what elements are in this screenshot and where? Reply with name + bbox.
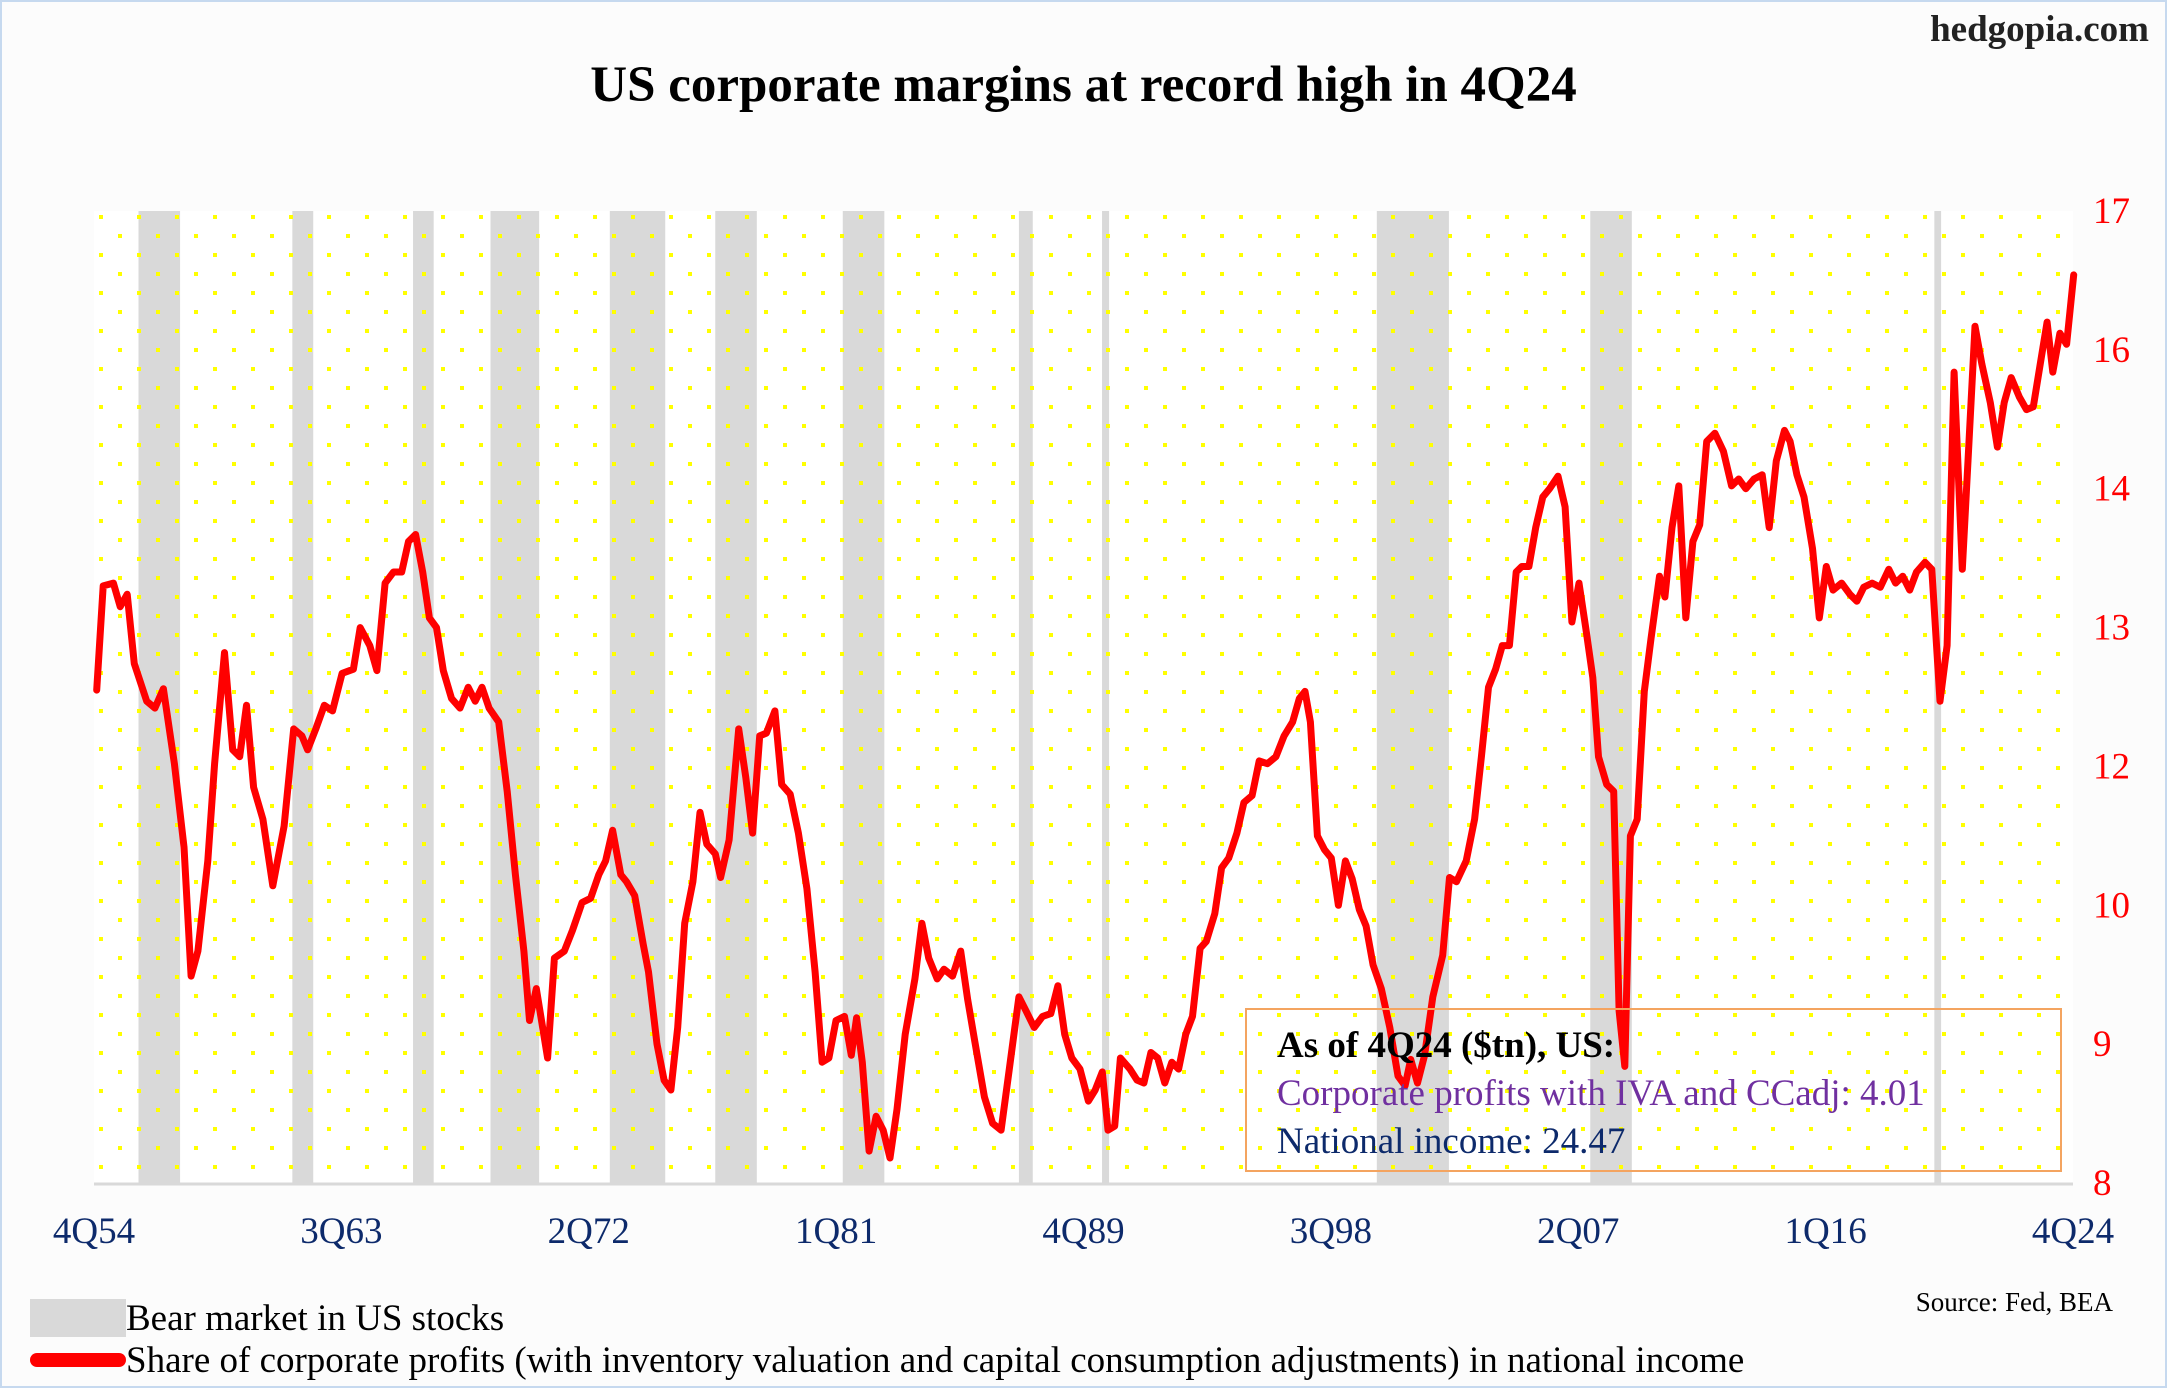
y-tick-label: 13	[2093, 608, 2130, 649]
x-tick-label: 3Q63	[300, 1211, 382, 1252]
source-note: Source: Fed, BEA	[1915, 1287, 2113, 1317]
legend-swatch-bear	[30, 1299, 126, 1337]
y-tick-label: 12	[2093, 746, 2130, 787]
x-tick-label: 1Q16	[1785, 1211, 1867, 1252]
y-tick-label: 17	[2093, 191, 2130, 232]
x-axis-ticks: 4Q54 3Q63 2Q72 1Q81 4Q89 3Q98 2Q07 1Q16 4Q24	[53, 1211, 2114, 1252]
site-watermark: hedgopia.com	[1930, 9, 2149, 50]
x-tick-label: 4Q24	[2032, 1211, 2114, 1252]
legend-label-line: Share of corporate profits (with invento…	[126, 1339, 1745, 1381]
y-tick-label: 14	[2093, 469, 2130, 510]
x-tick-label: 4Q89	[1042, 1211, 1124, 1252]
x-tick-label: 3Q98	[1290, 1211, 1372, 1252]
y-axis-ticks: 17 16 14 13 12 10 9 8	[2093, 191, 2130, 1204]
y-tick-label: 8	[2093, 1163, 2112, 1204]
series-line-corporate-profit-share	[93, 271, 2078, 1162]
annotation-box: As of 4Q24 ($tn), US: Corporate profits …	[1245, 1008, 2062, 1172]
chart-title: US corporate margins at record high in 4…	[590, 57, 1577, 113]
y-tick-label: 16	[2093, 330, 2130, 371]
legend-item-profit-share: Share of corporate profits (with invento…	[30, 1338, 1744, 1382]
x-tick-label: 1Q81	[795, 1211, 877, 1252]
x-tick-label: 2Q72	[548, 1211, 630, 1252]
y-tick-label: 10	[2093, 885, 2130, 926]
plot-dot-pattern	[94, 211, 2073, 1183]
annotation-national-income: National income: 24.47	[1277, 1121, 1626, 1162]
legend-label-bear: Bear market in US stocks	[126, 1297, 505, 1339]
x-tick-label: 4Q54	[53, 1211, 135, 1252]
x-tick-label: 2Q07	[1537, 1211, 1619, 1252]
annotation-corporate-profits: Corporate profits with IVA and CCadj: 4.…	[1277, 1073, 1925, 1114]
y-tick-label: 9	[2093, 1024, 2112, 1065]
annotation-heading: As of 4Q24 ($tn), US:	[1277, 1025, 1616, 1066]
legend-swatch-line	[30, 1353, 126, 1367]
legend-item-bear-market: Bear market in US stocks	[30, 1296, 504, 1340]
